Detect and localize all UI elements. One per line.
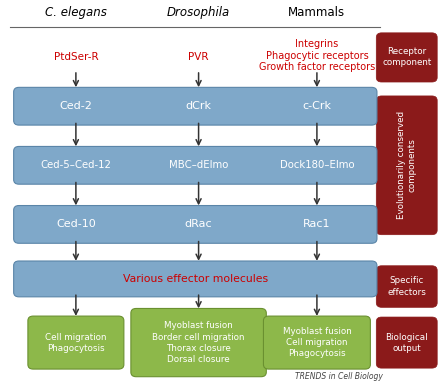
Text: MBC–dElmo: MBC–dElmo — [169, 160, 228, 170]
FancyBboxPatch shape — [14, 87, 377, 125]
Text: dCrk: dCrk — [186, 101, 212, 111]
Text: Receptor
component: Receptor component — [382, 47, 431, 68]
FancyBboxPatch shape — [28, 316, 124, 369]
Text: Ced-2: Ced-2 — [60, 101, 92, 111]
Text: PVR: PVR — [188, 52, 209, 62]
Text: Various effector molecules: Various effector molecules — [123, 274, 268, 284]
Text: Cell migration
Phagocytosis: Cell migration Phagocytosis — [45, 333, 107, 353]
FancyBboxPatch shape — [14, 205, 377, 243]
Text: Dock180–Elmo: Dock180–Elmo — [280, 160, 354, 170]
Text: Evolutionarily conserved
components: Evolutionarily conserved components — [397, 111, 417, 219]
Text: Specific
effectors: Specific effectors — [387, 276, 426, 296]
Text: Myoblast fusion
Cell migration
Phagocytosis: Myoblast fusion Cell migration Phagocyto… — [283, 327, 351, 358]
Text: TRENDS in Cell Biology: TRENDS in Cell Biology — [295, 372, 383, 381]
Text: Rac1: Rac1 — [303, 219, 331, 229]
Text: Drosophila: Drosophila — [167, 5, 230, 18]
Text: c-Crk: c-Crk — [303, 101, 331, 111]
Text: Integrins
Phagocytic receptors
Growth factor receptors: Integrins Phagocytic receptors Growth fa… — [259, 39, 375, 72]
FancyBboxPatch shape — [376, 266, 437, 307]
FancyBboxPatch shape — [376, 317, 437, 368]
Text: Myoblast fusion
Border cell migration
Thorax closure
Dorsal closure: Myoblast fusion Border cell migration Th… — [152, 321, 245, 364]
FancyBboxPatch shape — [14, 261, 377, 297]
Text: Ced-5–Ced-12: Ced-5–Ced-12 — [41, 160, 111, 170]
Text: PtdSer-R: PtdSer-R — [53, 52, 98, 62]
Text: Mammals: Mammals — [288, 5, 345, 18]
FancyBboxPatch shape — [376, 33, 437, 82]
Text: dRac: dRac — [185, 219, 213, 229]
FancyBboxPatch shape — [263, 316, 370, 369]
Text: C. elegans: C. elegans — [45, 5, 107, 18]
FancyBboxPatch shape — [131, 308, 266, 377]
FancyBboxPatch shape — [14, 146, 377, 184]
FancyBboxPatch shape — [376, 96, 437, 235]
Text: Biological
output: Biological output — [385, 333, 428, 353]
Text: Ced-10: Ced-10 — [56, 219, 96, 229]
